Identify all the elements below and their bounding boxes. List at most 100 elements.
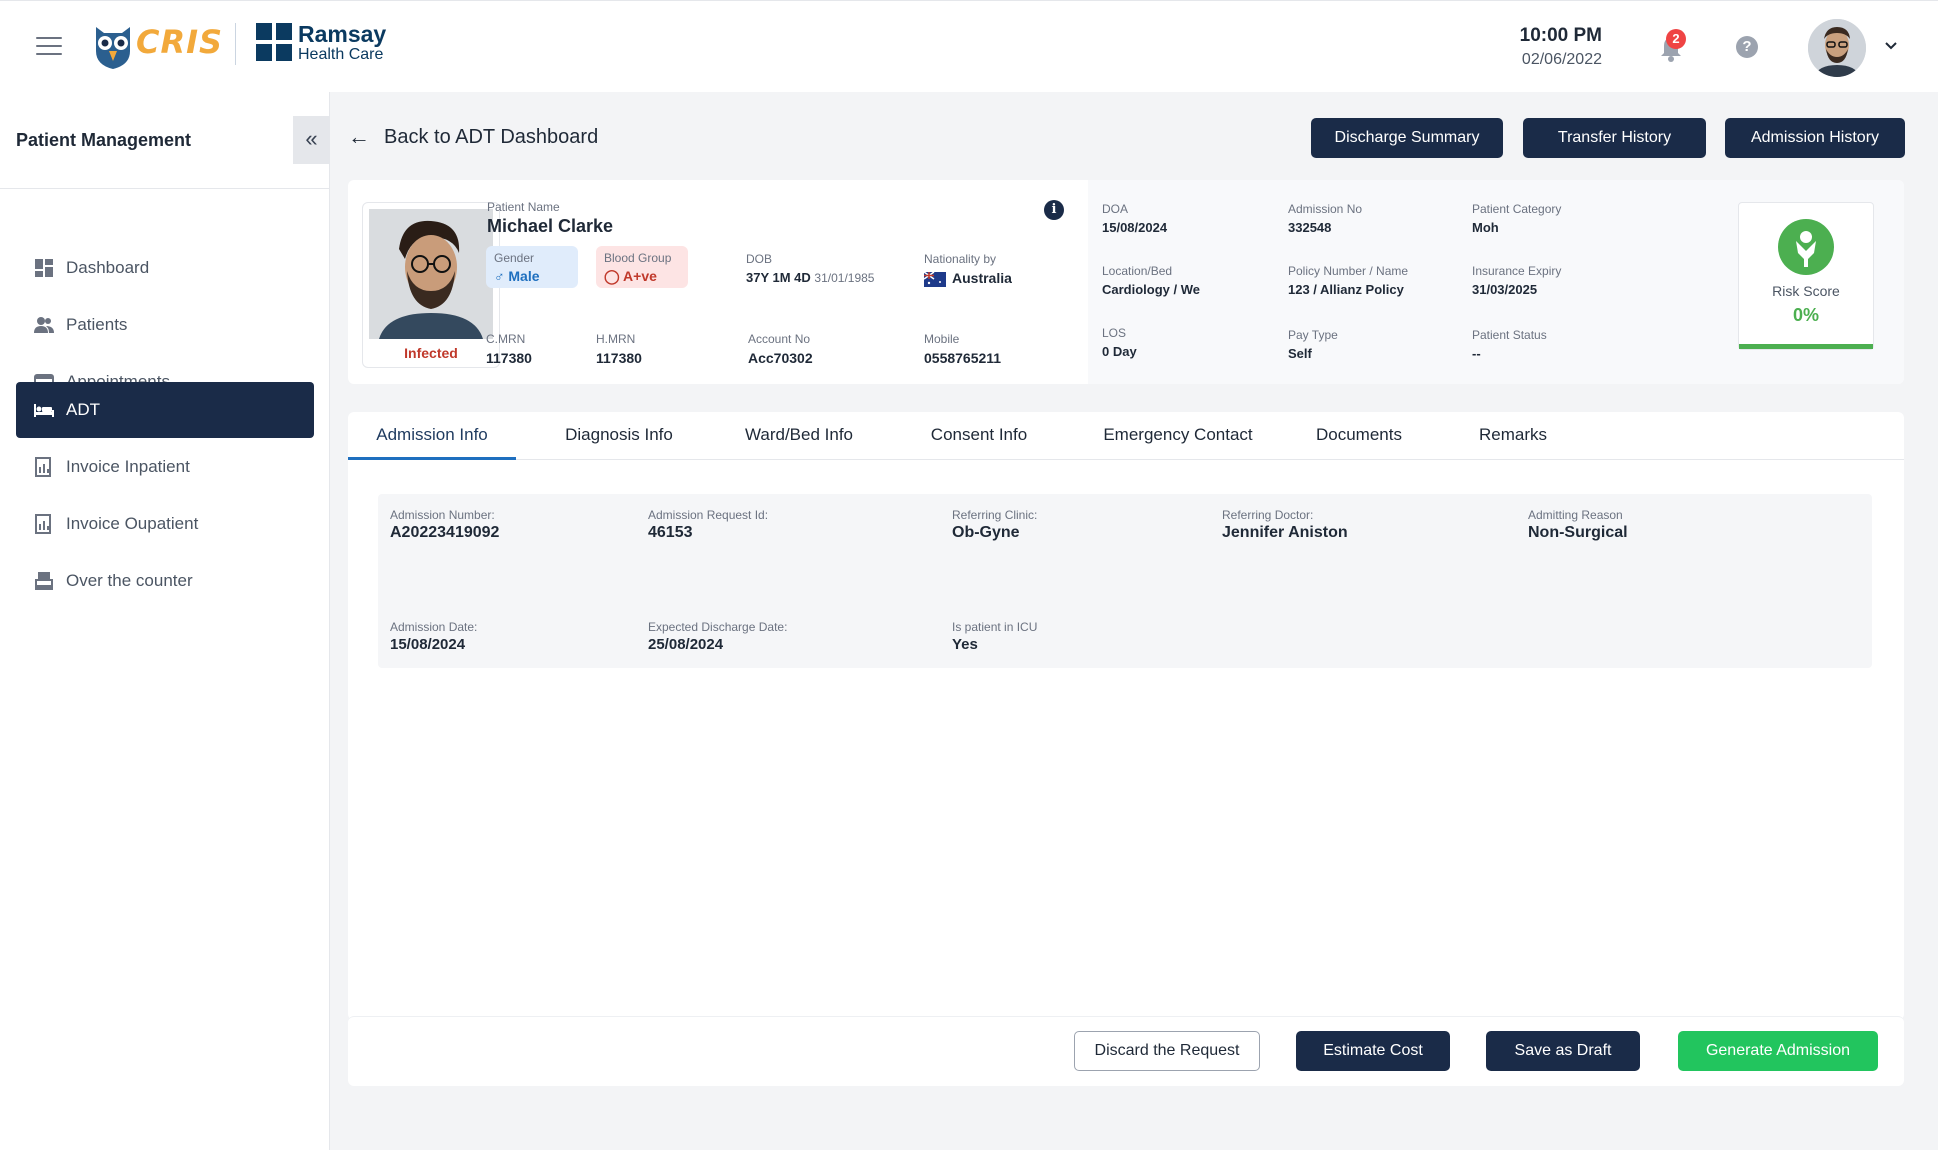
los-label: LOS: [1102, 326, 1127, 340]
risk-score-icon: [1778, 219, 1834, 275]
sidebar: Patient Management « Dashboard Patients …: [0, 92, 330, 1150]
ramsay-logo-text: Ramsay Health Care: [298, 22, 386, 64]
dob-age: 37Y 1M 4D: [746, 270, 811, 285]
clock-date: 02/06/2022: [1521, 51, 1602, 68]
gender-value: ♂ Male: [494, 268, 570, 284]
admission-no-value: 332548: [1288, 220, 1332, 235]
dob-label: DOB: [746, 252, 773, 266]
expected-discharge-value: 25/08/2024: [648, 636, 724, 653]
back-to-dashboard-link[interactable]: ← Back to ADT Dashboard: [348, 124, 598, 150]
main-content: ← Back to ADT Dashboard Discharge Summar…: [330, 92, 1938, 1150]
sidebar-item-label: Patients: [66, 315, 128, 334]
tab-admission-info[interactable]: Admission Info: [348, 412, 516, 460]
blood-group-value: ◯ A+ve: [604, 268, 680, 285]
nationality-text: Australia: [952, 270, 1012, 286]
action-footer: Discard the Request Estimate Cost Save a…: [348, 1016, 1904, 1086]
sidebar-item-label: ADT: [66, 400, 100, 419]
invoice-icon: [35, 514, 51, 534]
male-icon: ♂: [494, 268, 509, 284]
generate-admission-button[interactable]: Generate Admission: [1678, 1031, 1878, 1071]
admission-info-panel: Admission Number: A20223419092 Admission…: [378, 494, 1872, 668]
transfer-history-button[interactable]: Transfer History: [1523, 118, 1706, 158]
referring-doctor-label: Referring Doctor:: [1222, 508, 1314, 522]
admission-date-value: 15/08/2024: [390, 636, 466, 653]
sidebar-item-label: Over the counter: [66, 571, 193, 590]
tab-emergency-contact[interactable]: Emergency Contact: [1103, 425, 1253, 444]
pay-type-value: Self: [1288, 346, 1312, 361]
ramsay-logo-line1: Ramsay: [298, 21, 387, 47]
back-label: Back to ADT Dashboard: [384, 125, 599, 148]
policy-value: 123 / Allianz Policy: [1288, 282, 1404, 297]
estimate-cost-button[interactable]: Estimate Cost: [1296, 1031, 1450, 1071]
info-icon[interactable]: i: [1044, 200, 1064, 220]
sidebar-item-over-the-counter[interactable]: Over the counter: [16, 553, 314, 609]
admission-history-button[interactable]: Admission History: [1725, 118, 1905, 158]
user-avatar[interactable]: [1808, 19, 1866, 77]
counter-icon: [35, 572, 53, 590]
australia-flag-icon: [924, 271, 946, 287]
sidebar-item-dashboard[interactable]: Dashboard: [16, 240, 314, 296]
patient-status-label: Patient Status: [1472, 328, 1547, 342]
admission-no-label: Admission No: [1288, 202, 1363, 216]
admitting-reason-value: Non-Surgical: [1528, 524, 1628, 541]
tab-remarks[interactable]: Remarks: [1478, 425, 1547, 444]
menu-icon[interactable]: [36, 37, 62, 57]
insurance-expiry-label: Insurance Expiry: [1472, 264, 1562, 278]
nationality-value: Australia: [924, 270, 1012, 287]
policy-label: Policy Number / Name: [1288, 264, 1409, 278]
risk-score-value: 0%: [1792, 305, 1819, 325]
doa-value: 15/08/2024: [1102, 220, 1168, 235]
chevron-down-icon[interactable]: [1884, 39, 1898, 53]
account-label: Account No: [748, 332, 811, 346]
sidebar-item-patients[interactable]: Patients: [16, 297, 314, 353]
tab-documents[interactable]: Documents: [1316, 425, 1402, 444]
cris-owl-logo: [96, 27, 130, 69]
request-id-value: 46153: [648, 524, 693, 541]
tab-consent-info[interactable]: Consent Info: [930, 425, 1028, 444]
icu-label: Is patient in ICU: [952, 620, 1038, 634]
sidebar-item-invoice-inpatient[interactable]: Invoice Inpatient: [16, 439, 314, 495]
patient-name: Michael Clarke: [487, 216, 614, 236]
clock: 10:00 PM 02/06/2022: [1520, 25, 1602, 69]
discard-request-button[interactable]: Discard the Request: [1074, 1031, 1260, 1071]
hmrn-value: 117380: [596, 350, 642, 366]
collapse-sidebar-button[interactable]: «: [293, 116, 330, 164]
gender-chip: Gender ♂ Male: [486, 246, 578, 288]
cmrn-value: 117380: [486, 350, 532, 366]
insurance-expiry-value: 31/03/2025: [1472, 282, 1538, 297]
discharge-summary-button[interactable]: Discharge Summary: [1311, 118, 1503, 158]
dashboard-icon: [35, 259, 53, 277]
sidebar-item-label: Invoice Inpatient: [66, 457, 190, 476]
location-label: Location/Bed: [1102, 264, 1173, 278]
avatar-image: [1808, 19, 1866, 77]
invoice-icon: [35, 457, 51, 477]
gender-text: Male: [508, 268, 540, 284]
sidebar-item-label: Invoice Oupatient: [66, 514, 199, 533]
dob-date: 31/01/1985: [814, 271, 875, 285]
sidebar-item-adt[interactable]: ADT: [16, 382, 314, 438]
sidebar-item-invoice-outpatient[interactable]: Invoice Oupatient: [16, 496, 314, 552]
tab-ward-bed-info[interactable]: Ward/Bed Info: [744, 425, 854, 444]
sidebar-title: Patient Management: [16, 130, 192, 150]
patient-category-value: Moh: [1472, 220, 1499, 235]
tab-bar: Admission Info Diagnosis Info Ward/Bed I…: [348, 412, 1904, 460]
patient-category-label: Patient Category: [1472, 202, 1562, 216]
patient-name-label: Patient Name: [487, 200, 560, 214]
blood-drop-icon: ◯: [604, 268, 624, 284]
save-as-draft-button[interactable]: Save as Draft: [1486, 1031, 1640, 1071]
risk-score-label: Risk Score: [1772, 283, 1840, 299]
patients-icon: [34, 317, 54, 333]
blood-group-text: A+ve: [623, 268, 657, 284]
referring-clinic-label: Referring Clinic:: [952, 508, 1038, 522]
expected-discharge-label: Expected Discharge Date:: [648, 620, 788, 634]
tab-diagnosis-info[interactable]: Diagnosis Info: [565, 425, 673, 444]
admission-number-value: A20223419092: [390, 524, 500, 541]
pay-type-label: Pay Type: [1288, 328, 1338, 342]
ramsay-logo-line2: Health Care: [298, 46, 384, 63]
patient-photo-box: Infected: [362, 202, 500, 368]
help-icon[interactable]: ?: [1736, 36, 1758, 58]
patient-status-value: --: [1472, 346, 1481, 361]
blood-group-chip: Blood Group ◯ A+ve: [596, 246, 688, 288]
clock-time: 10:00 PM: [1519, 25, 1602, 46]
patient-photo: [369, 209, 493, 339]
